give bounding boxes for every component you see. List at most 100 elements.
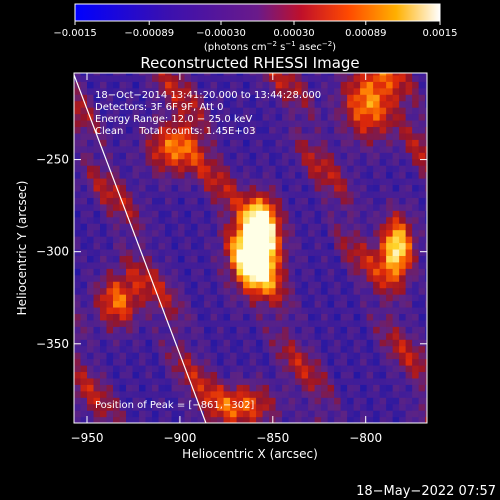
heatmap-cell — [87, 339, 95, 347]
heatmap-cell — [113, 313, 121, 321]
heatmap-cell — [249, 107, 257, 115]
heatmap-cell — [321, 294, 329, 302]
heatmap-cell — [113, 306, 121, 314]
heatmap-cell — [126, 332, 134, 340]
heatmap-cell — [236, 332, 244, 340]
heatmap-cell — [288, 339, 296, 347]
heatmap-cell — [106, 390, 114, 398]
heatmap-cell — [230, 94, 238, 102]
heatmap-cell — [373, 390, 381, 398]
heatmap-cell — [139, 107, 147, 115]
heatmap-cell — [282, 210, 290, 218]
heatmap-cell — [230, 294, 238, 302]
heatmap-cell — [217, 294, 225, 302]
heatmap-cell — [399, 268, 407, 276]
heatmap-cell — [165, 403, 173, 411]
heatmap-cell — [405, 132, 413, 140]
heatmap-cell — [360, 261, 368, 269]
heatmap-cell — [249, 403, 257, 411]
heatmap-cell — [100, 358, 108, 366]
heatmap-cell — [243, 190, 251, 198]
heatmap-cell — [321, 281, 329, 289]
heatmap-cell — [321, 242, 329, 250]
heatmap-cell — [353, 190, 361, 198]
heatmap-cell — [405, 313, 413, 321]
heatmap-cell — [321, 339, 329, 347]
heatmap-cell — [223, 300, 231, 308]
heatmap-cell — [132, 100, 140, 108]
heatmap-cell — [392, 410, 400, 418]
heatmap-cell — [249, 171, 257, 179]
heatmap-cell — [165, 236, 173, 244]
heatmap-cell — [243, 319, 251, 327]
heatmap-cell — [379, 274, 387, 282]
heatmap-cell — [217, 248, 225, 256]
heatmap-cell — [126, 397, 134, 405]
heatmap-cell — [93, 274, 101, 282]
heatmap-cell — [340, 248, 348, 256]
heatmap-cell — [425, 242, 427, 250]
heatmap-cell — [321, 73, 329, 76]
heatmap-cell — [295, 74, 303, 82]
heatmap-cell — [392, 313, 400, 321]
heatmap-cell — [334, 94, 342, 102]
heatmap-cell — [386, 190, 394, 198]
heatmap-cell — [327, 377, 335, 385]
heatmap-cell — [418, 100, 426, 108]
heatmap-cell — [197, 107, 205, 115]
heatmap-cell — [386, 358, 394, 366]
heatmap-cell — [87, 132, 95, 140]
heatmap-cell — [145, 255, 153, 263]
heatmap-cell — [191, 113, 199, 121]
heatmap-cell — [275, 197, 283, 205]
heatmap-cell — [275, 178, 283, 186]
heatmap-cell — [301, 94, 309, 102]
heatmap-cell — [171, 410, 179, 418]
heatmap-cell — [373, 313, 381, 321]
heatmap-cell — [126, 300, 134, 308]
heatmap-cell — [249, 339, 257, 347]
heatmap-cell — [236, 390, 244, 398]
heatmap-cell — [308, 152, 316, 160]
heatmap-cell — [93, 139, 101, 147]
heatmap-cell — [405, 242, 413, 250]
heatmap-cell — [236, 300, 244, 308]
heatmap-cell — [74, 345, 82, 353]
heatmap-cell — [360, 397, 368, 405]
heatmap-cell — [334, 364, 342, 373]
heatmap-cell — [223, 145, 231, 153]
heatmap-cell — [158, 319, 166, 327]
heatmap-cell — [308, 294, 316, 302]
heatmap-cell — [366, 73, 374, 76]
heatmap-cell — [321, 261, 329, 269]
heatmap-cell — [288, 165, 296, 173]
heatmap-cell — [418, 397, 426, 405]
heatmap-cell — [275, 119, 283, 128]
heatmap-cell — [340, 216, 348, 224]
heatmap-cell — [425, 274, 427, 282]
heatmap-cell — [106, 326, 114, 334]
heatmap-cell — [113, 158, 121, 166]
heatmap-cell — [327, 203, 335, 211]
heatmap-cell — [119, 326, 127, 334]
heatmap-cell — [249, 145, 257, 153]
heatmap-cell — [210, 74, 218, 82]
heatmap-cell — [340, 364, 348, 373]
heatmap-cell — [119, 352, 127, 360]
heatmap-cell — [243, 255, 251, 263]
heatmap-cell — [418, 145, 426, 153]
heatmap-cell — [191, 216, 199, 224]
heatmap-cell — [275, 261, 283, 269]
heatmap-cell — [152, 390, 160, 398]
heatmap-cell — [158, 268, 166, 276]
heatmap-cell — [87, 274, 95, 282]
heatmap-cell — [217, 306, 225, 314]
heatmap-cell — [314, 410, 322, 418]
heatmap-cell — [158, 145, 166, 153]
heatmap-cell — [392, 132, 400, 140]
heatmap-cell — [262, 236, 270, 244]
heatmap-cell — [243, 300, 251, 308]
heatmap-cell — [152, 94, 160, 102]
heatmap-cell — [269, 248, 277, 256]
heatmap-cell — [249, 300, 257, 308]
